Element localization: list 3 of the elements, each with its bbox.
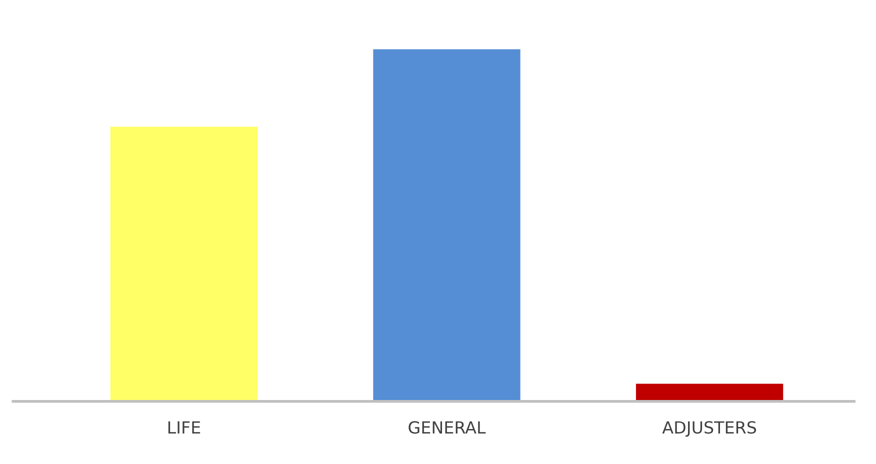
x-tick-label: LIFE	[168, 421, 200, 434]
x-tick-label: GENERAL	[408, 421, 486, 434]
x-tick-label: ADJUSTERS	[662, 421, 756, 437]
